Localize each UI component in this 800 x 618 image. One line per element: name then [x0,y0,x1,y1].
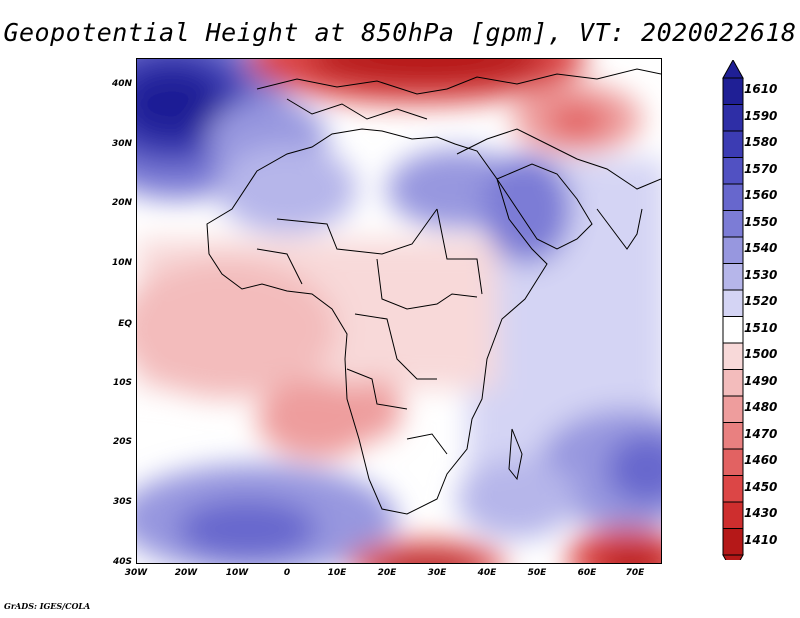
colorbar-label: 1510 [744,320,778,335]
lon-tick-label: 30E [427,568,447,578]
lat-tick-label: 40N [111,79,132,89]
footer-credit: GrADS: IGES/COLA [4,601,91,611]
lat-tick-label: 40S [112,557,132,567]
lat-tick-label: 10N [111,258,132,268]
colorbar-swatch [722,369,744,397]
colorbar-label: 1560 [744,188,778,202]
colorbar-label: 1480 [744,400,778,414]
lat-tick-label: 30N [111,139,132,149]
colorbar-swatch [722,236,744,264]
lon-tick-label: 30W [124,568,148,578]
lat-tick-label: EQ [118,319,132,329]
colorbar-label: 1530 [744,267,778,282]
colorbar-label: 1410 [744,532,778,547]
colorbar-label: 1430 [744,506,778,520]
colorbar-label: 1550 [744,214,778,229]
colorbar-swatch [722,342,744,370]
lon-tick-label: 10E [327,568,347,578]
colorbar-swatch [722,475,744,503]
colorbar-swatch [722,130,744,158]
colorbar-swatch [722,528,744,556]
colorbar-label: 1520 [744,294,778,308]
colorbar-swatch [722,448,744,476]
map-panel [136,58,662,564]
colorbar-arrow-bottom [722,554,744,560]
colorbar-swatch [722,289,744,317]
lon-tick-label: 40E [477,568,497,578]
geopotential-field [137,59,661,563]
lat-tick-label: 20N [111,198,132,208]
colorbar-swatch [722,104,744,132]
lon-tick-label: 70E [625,568,645,578]
colorbar-swatch [722,422,744,450]
lon-tick-label: 20W [174,568,198,578]
colorbar-swatch [722,210,744,238]
lat-tick-label: 20S [112,437,132,447]
lon-tick-label: 10W [225,568,249,578]
map-title: Geopotential Height at 850hPa [gpm], VT:… [3,18,797,47]
colorbar-label: 1450 [744,479,778,494]
lon-tick-label: 50E [527,568,547,578]
coastlines [206,68,661,515]
colorbar-arrow-top [722,60,744,79]
colorbar-label: 1610 [744,82,778,96]
colorbar [722,60,744,560]
lon-tick-label: 60E [577,568,597,578]
colorbar-label: 1580 [744,135,778,149]
colorbar-label: 1500 [744,347,778,361]
colorbar-label: 1590 [744,108,778,123]
colorbar-swatch [722,157,744,185]
colorbar-label: 1460 [744,453,778,467]
colorbar-swatch [722,501,744,529]
lon-tick-label: 0 [283,568,291,578]
colorbar-swatch [722,183,744,211]
colorbar-swatch [722,395,744,423]
colorbar-label: 1570 [744,161,778,176]
colorbar-swatch [722,316,744,344]
colorbar-label: 1540 [744,241,778,255]
lon-tick-label: 20E [377,568,397,578]
lat-tick-label: 30S [112,497,132,507]
lat-tick-label: 10S [112,378,132,388]
colorbar-label: 1470 [744,426,778,441]
colorbar-swatch [722,263,744,291]
colorbar-label: 1490 [744,373,778,388]
colorbar-swatch [722,77,744,105]
